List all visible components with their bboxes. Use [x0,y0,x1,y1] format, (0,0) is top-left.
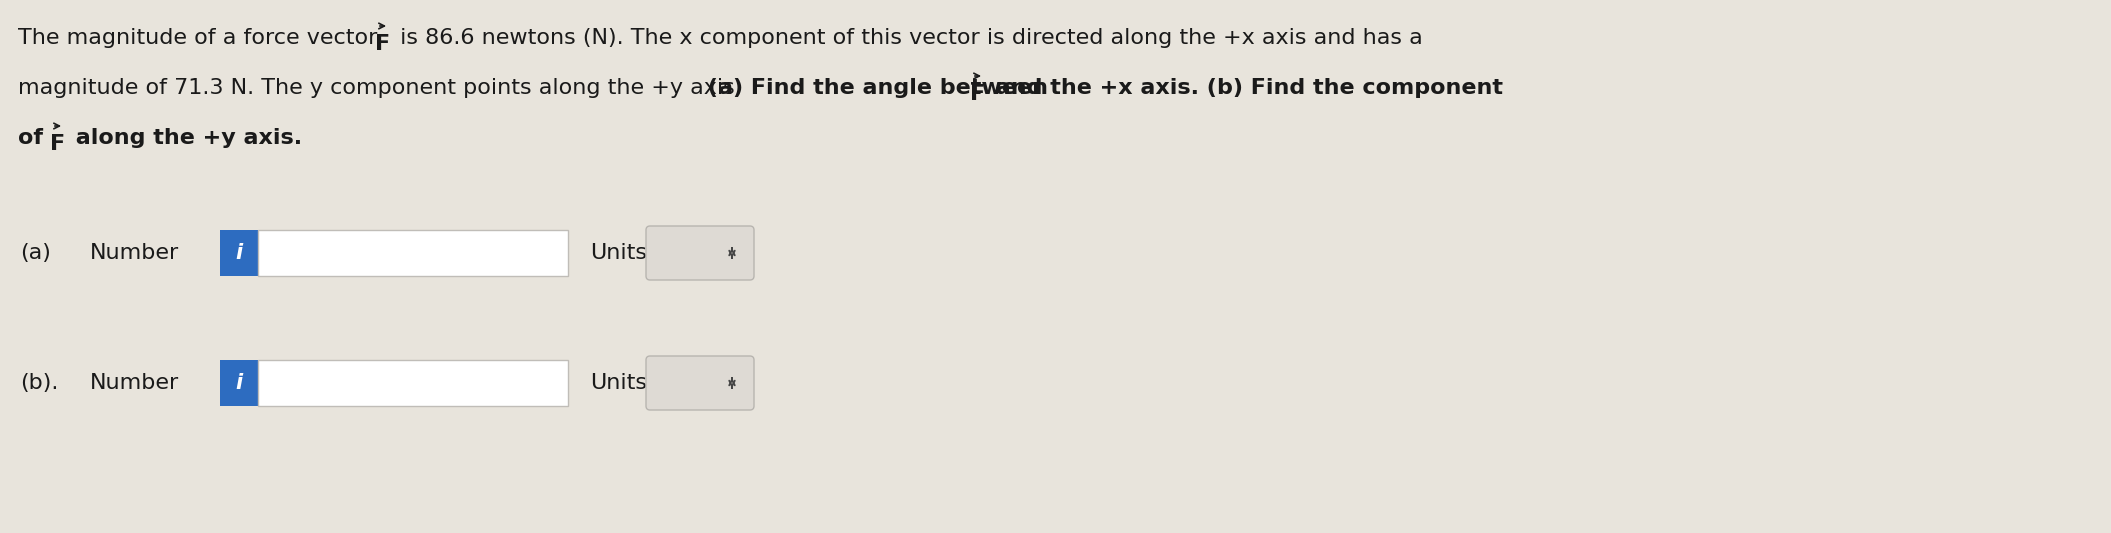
FancyBboxPatch shape [646,356,754,410]
Text: along the +y axis.: along the +y axis. [68,128,302,148]
Text: (b).: (b). [19,373,59,393]
Text: magnitude of 71.3 N. The y component points along the +y axis.: magnitude of 71.3 N. The y component poi… [19,78,741,98]
Text: Units: Units [589,373,646,393]
Text: (a): (a) [19,243,51,263]
Text: F: F [376,34,391,54]
Text: F: F [969,84,986,104]
FancyBboxPatch shape [646,226,754,280]
FancyBboxPatch shape [258,360,568,406]
Text: The magnitude of a force vector: The magnitude of a force vector [19,28,378,48]
FancyBboxPatch shape [220,230,258,276]
Text: and the +x axis. (b) Find the component: and the +x axis. (b) Find the component [988,78,1503,98]
Text: is 86.6 newtons (N). The x component of this vector is directed along the +x axi: is 86.6 newtons (N). The x component of … [393,28,1423,48]
FancyBboxPatch shape [220,360,258,406]
Text: i: i [236,373,243,393]
Text: of: of [19,128,42,148]
Text: i: i [236,243,243,263]
Text: Units: Units [589,243,646,263]
FancyBboxPatch shape [258,230,568,276]
Text: (a) Find the angle between: (a) Find the angle between [701,78,1047,98]
Text: Number: Number [91,243,179,263]
Text: F: F [51,134,65,154]
Text: Number: Number [91,373,179,393]
